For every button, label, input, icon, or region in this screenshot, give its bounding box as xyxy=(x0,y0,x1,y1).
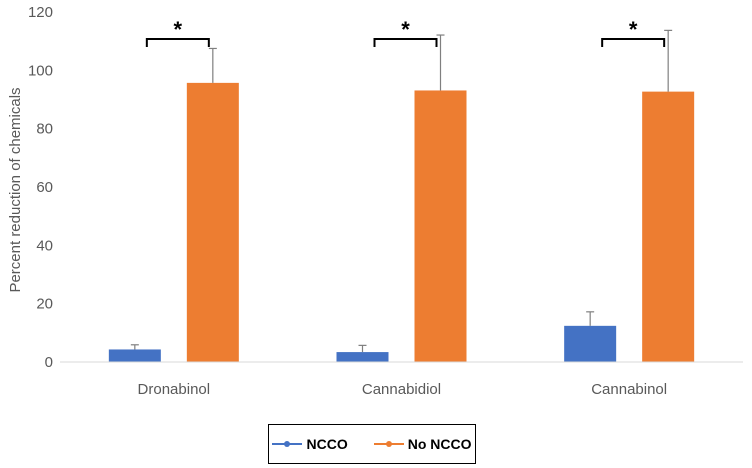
y-tick-label-120: 120 xyxy=(28,4,53,21)
legend-swatch-ncco xyxy=(272,439,303,449)
y-tick-label-60: 60 xyxy=(36,179,53,196)
y-tick-label-100: 100 xyxy=(28,62,53,79)
x-tick-label-cannabidiol: Cannabidiol xyxy=(362,381,441,398)
legend-dot-no-ncco xyxy=(385,441,392,447)
bar-no-ncco-cannabinol xyxy=(642,91,695,362)
legend: NCCO No NCCO xyxy=(268,424,476,464)
legend-item-no-ncco: No NCCO xyxy=(373,436,472,452)
significance-star-cannabinol: * xyxy=(629,17,638,42)
significance-star-cannabidiol: * xyxy=(401,17,410,42)
y-axis-ticks: 0 20 40 60 80 100 120 xyxy=(28,4,53,371)
legend-dot-ncco xyxy=(284,441,291,447)
x-tick-label-cannabinol: Cannabinol xyxy=(591,381,667,398)
significance-star-dronabinol: * xyxy=(174,17,183,42)
plot-area: * * * xyxy=(108,17,695,362)
bar-no-ncco-dronabinol xyxy=(186,82,239,362)
legend-label-no-ncco: No NCCO xyxy=(407,436,472,452)
bar-ncco-dronabinol xyxy=(108,349,161,362)
significance-bracket-dronabinol xyxy=(145,38,210,47)
legend-swatch-no-ncco xyxy=(373,439,404,449)
bar-ncco-cannabinol xyxy=(564,325,617,362)
x-tick-label-dronabinol: Dronabinol xyxy=(138,381,211,398)
significance-bracket-cannabinol xyxy=(601,38,666,47)
x-axis-ticks: Dronabinol Cannabidiol Cannabinol xyxy=(138,381,668,398)
y-tick-label-80: 80 xyxy=(36,121,53,138)
y-tick-label-0: 0 xyxy=(45,354,53,371)
y-axis-label: Percent reduction of chemicals xyxy=(7,87,24,292)
legend-label-ncco: NCCO xyxy=(306,436,348,452)
y-tick-label-20: 20 xyxy=(36,296,53,313)
legend-item-ncco: NCCO xyxy=(272,436,348,452)
y-tick-label-40: 40 xyxy=(36,237,53,254)
bar-no-ncco-cannabidiol xyxy=(414,90,467,362)
bar-ncco-cannabidiol xyxy=(336,352,389,362)
significance-bracket-cannabidiol xyxy=(373,38,438,47)
